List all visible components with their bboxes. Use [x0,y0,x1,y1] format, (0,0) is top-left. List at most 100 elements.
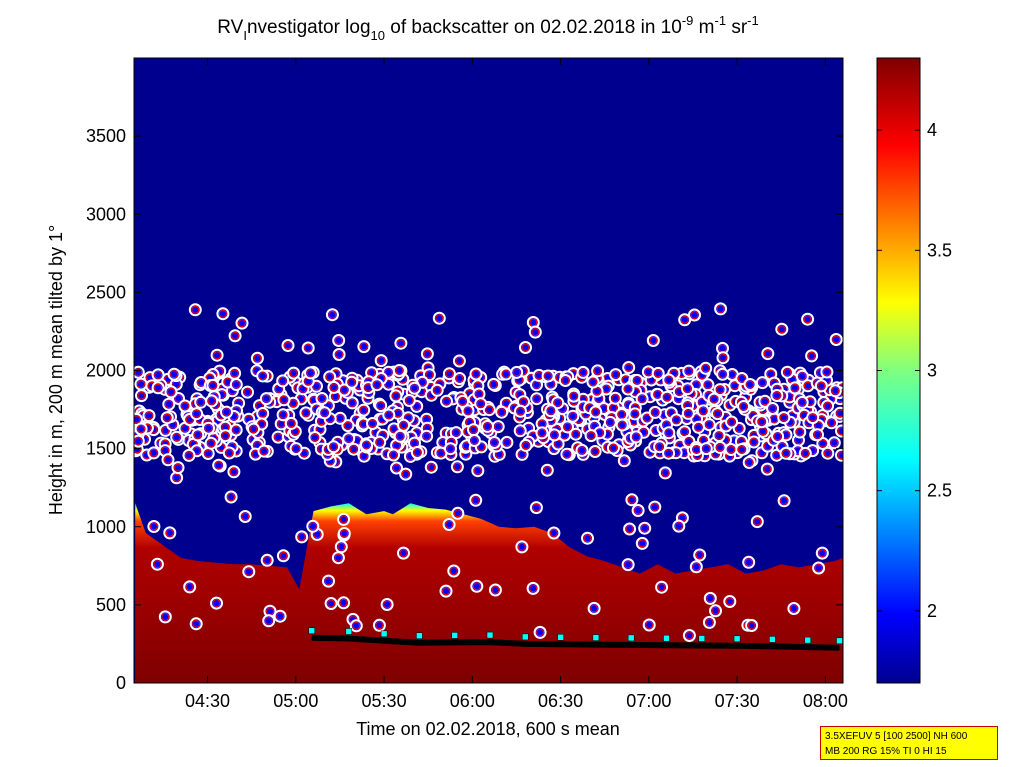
detection-marker-ring [618,421,627,429]
detection-marker [834,448,843,462]
detection-marker-ring [624,560,633,569]
colorbar-tick-label: 2 [927,601,937,621]
detection-marker-ring [297,532,306,541]
detection-marker-ring [521,343,530,352]
detection-marker-ring [633,376,642,385]
detection-marker-ring [831,386,840,395]
detection-marker-ring [304,344,313,352]
detection-marker-ring [783,368,792,377]
detection-marker-ring [449,567,458,575]
cloud-base-marker [308,627,315,634]
detection-marker-ring [390,424,398,433]
detection-marker-ring [790,383,799,392]
colorbar-tick-label: 3.5 [927,240,952,260]
cloud-base-marker [557,634,564,641]
colorbar [876,57,921,684]
detection-marker-ring [257,420,266,428]
detection-marker-ring [554,440,563,448]
cloud-base-marker [769,636,776,643]
detection-marker-ring [412,402,421,411]
cloud-base-marker [451,632,458,639]
detection-marker-ring [349,445,358,454]
detection-marker-ring [340,529,349,538]
detection-marker-ring [193,430,202,439]
detection-marker-ring [649,336,658,345]
detection-marker-ring [827,418,836,427]
detection-marker-ring [716,443,724,452]
detection-marker-ring [134,368,143,377]
detection-marker-ring [208,381,217,390]
detection-marker-ring [185,451,193,460]
y-tick-label: 2500 [86,282,126,302]
detection-marker-ring [725,597,734,606]
detection-marker-ring [433,386,442,395]
x-tick-label: 07:00 [626,691,671,711]
detection-marker-ring [591,408,600,416]
detection-marker-ring [384,380,393,389]
plot-area [134,58,843,683]
detection-marker-ring [837,451,843,460]
detection-marker-ring [263,556,272,565]
detection-marker [833,406,843,420]
detection-marker-ring [664,428,673,437]
detection-marker-ring [757,417,766,426]
detection-marker-ring [643,414,652,422]
detection-marker-ring [627,495,636,504]
detection-marker-ring [161,426,170,435]
detection-marker-ring [230,369,239,378]
detection-marker-ring [562,450,571,459]
detection-marker-ring [654,369,663,378]
detection-marker-ring [737,374,746,383]
detection-marker-ring [768,404,777,413]
detection-marker-ring [262,394,271,403]
detection-marker-ring [334,336,343,345]
x-axis-label: Time on 02.02.2018, 600 s mean [356,719,620,739]
detection-marker-ring [392,464,401,472]
detection-marker-ring [343,421,352,430]
detection-marker-ring [517,542,526,551]
detection-marker-ring [471,496,480,505]
detection-marker-ring [301,408,310,417]
y-tick-label: 2000 [86,361,126,381]
detection-marker-ring [170,370,179,379]
detection-marker-ring [529,584,538,593]
detection-marker-ring [609,444,618,452]
detection-marker-ring [485,405,494,414]
detection-marker-ring [238,319,246,328]
detection-marker-ring [442,587,450,596]
detection-marker-ring [185,582,194,591]
detection-marker-ring [306,368,315,377]
detection-marker-ring [518,450,527,459]
detection-marker-ring [664,376,673,384]
cloud-base-marker [804,636,811,644]
colorbar-tick-label: 4 [927,120,937,140]
detection-marker-ring [727,445,736,454]
detection-marker-ring [384,368,393,377]
detection-marker-ring [661,468,670,477]
y-tick-label: 1500 [86,439,126,459]
detection-marker-ring [232,426,241,434]
x-tick-label: 05:00 [273,691,318,711]
detection-marker-ring [339,598,348,607]
detection-marker-ring [163,413,172,422]
detection-marker-ring [410,384,419,393]
detection-marker-ring [392,441,401,450]
chart-title: RVInvestigator log10 of backscatter on 0… [217,13,758,43]
detection-marker-ring [758,378,767,387]
detection-marker-ring [312,382,321,391]
detection-marker-ring [359,342,368,351]
x-tick-label: 08:00 [803,691,848,711]
y-tick-label: 3500 [86,126,126,146]
cloud-base-marker [416,632,423,639]
detection-marker-ring [324,577,333,586]
detection-marker-ring [137,380,145,389]
detection-marker-ring [134,415,141,424]
detection-marker-ring [362,441,371,449]
detection-marker-ring [149,448,158,457]
detection-marker-ring [634,506,643,515]
settings-info-box: 3.5XEFUV 5 [100 2500] NH 600 MB 200 RG 1… [820,726,998,760]
detection-marker-ring [760,397,769,406]
detection-marker-ring [164,400,173,409]
detection-marker-ring [611,370,620,379]
detection-marker-ring [749,438,758,446]
